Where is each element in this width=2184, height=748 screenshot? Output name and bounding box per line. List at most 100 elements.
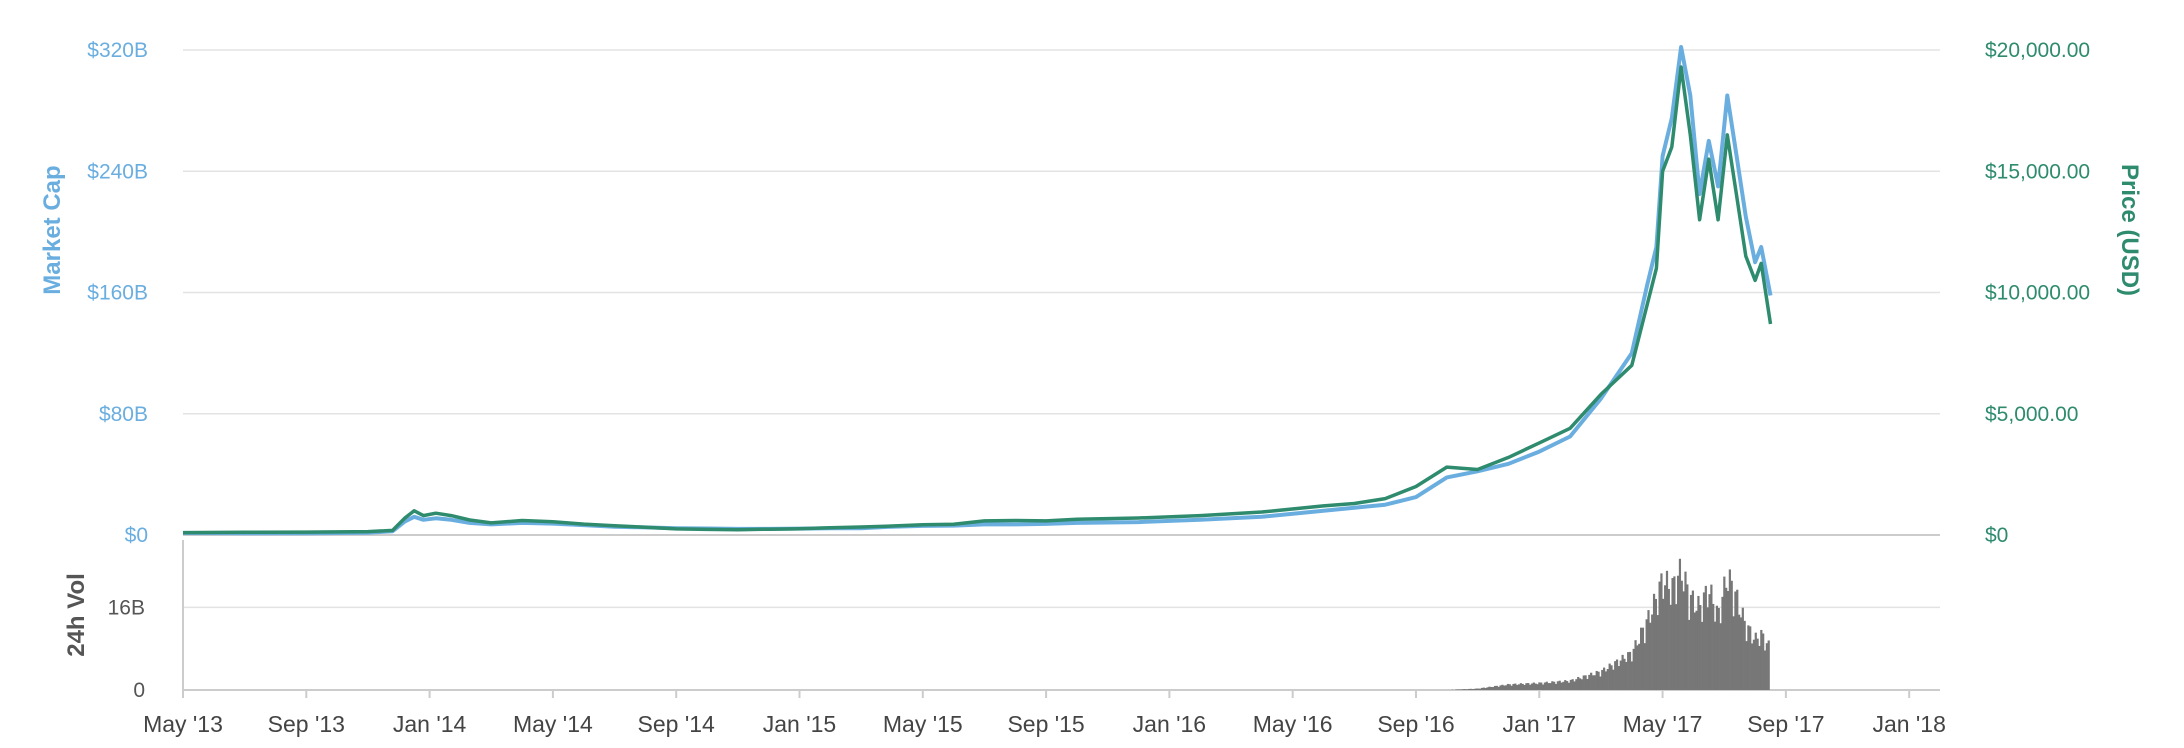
volume-bar [1627,652,1630,690]
y-left-tick-label: $80B [99,403,148,426]
volume-bar [1558,680,1561,690]
volume-bar [1517,684,1521,690]
volume-bar [1684,571,1687,690]
volume-bar [1765,643,1768,690]
volume-bar [1538,682,1541,690]
x-tick-label: Jan '15 [763,711,836,737]
volume-bar [1495,685,1498,690]
volume-bar [1503,685,1506,690]
volume-bar [1525,683,1528,690]
volume-bar [1717,607,1720,690]
volume-bar [1712,603,1715,690]
volume-bar [1510,685,1513,690]
volume-bar [1675,604,1678,690]
volume-bar [1562,681,1565,690]
volume-bar [1604,671,1608,690]
volume-bar [1756,638,1759,690]
volume-bar [1615,659,1619,690]
volume-bar [1660,573,1663,690]
volume-bar [1497,686,1500,690]
volume-bar [1523,684,1526,690]
volume-bar [1730,580,1733,690]
volume-bar [1512,683,1515,690]
volume-bar [1464,689,1467,690]
volume-bar [1671,578,1674,690]
volume-bar [1549,683,1552,690]
volume-bar [1619,660,1622,690]
volume-bar [1591,675,1595,690]
y-axis-right-title: Price (USD) [2116,164,2143,296]
volume-tick-label: 16B [108,596,145,619]
volume-bar [1689,594,1693,690]
volume-bar [1745,641,1748,690]
volume-bar [1551,681,1554,690]
volume-bar [1532,682,1535,690]
volume-bar [1584,675,1587,690]
volume-bar [1715,605,1719,690]
volume-bar [1593,675,1596,690]
y-right-tick-label: $5,000.00 [1985,403,2078,426]
price-line [182,65,1773,535]
volume-bar [1721,596,1724,690]
volume-bar [1466,689,1469,690]
volume-bar [1545,681,1548,690]
volume-bar [1529,684,1532,690]
volume-bar [1691,590,1694,690]
volume-bar [1669,604,1672,690]
volume-bar [1469,688,1473,690]
x-tick-label: May '14 [513,711,593,737]
x-tick-label: Jan '14 [393,711,467,737]
volume-bar [1710,584,1713,690]
volume-bar [1638,643,1641,690]
volume-bar [1667,588,1670,690]
volume-bar [1621,654,1624,690]
volume-bar [1728,569,1731,690]
volume-bar [1560,682,1563,690]
volume-bar [1527,683,1530,690]
volume-bar [1695,610,1698,690]
volume-bar [1697,595,1700,690]
volume-bar [1760,629,1763,690]
volume-bar [1573,681,1576,690]
volume-bar [1630,661,1633,690]
volume-bar [1701,621,1704,690]
volume-bar [1754,632,1757,690]
volume-bar [1567,682,1571,690]
volume-bar [1601,669,1604,690]
volume-bar [1654,598,1657,690]
volume-bar [1564,680,1567,690]
volume-bar [1651,614,1654,690]
volume-bar [1588,674,1591,690]
volume-bars [1451,558,1770,690]
volume-bar [1723,576,1726,690]
volume-bar [1686,584,1689,690]
volume-bar [1508,684,1511,690]
volume-bar [1763,650,1767,690]
axis-ticks: $0 $80B $160B $240B $320B $0 $5,000.00 $10,000.… [87,39,2090,737]
volume-bar [1747,625,1750,690]
volume-bar [1678,558,1682,690]
x-tick-label: Jan '17 [1503,711,1576,737]
volume-bar [1662,598,1665,690]
volume-bar [1577,676,1580,690]
volume-bar [1706,607,1709,690]
volume-bar [1749,626,1752,690]
x-tick-label: Jan '18 [1872,711,1945,737]
volume-bar [1636,645,1639,690]
volume-bar [1726,590,1730,690]
volume-bar [1610,665,1613,690]
volume-bar [1632,648,1635,690]
volume-bar [1699,605,1702,690]
volume-bar [1719,623,1722,690]
volume-bar [1702,592,1706,690]
volume-bar [1641,627,1645,690]
volume-bar [1468,688,1471,690]
volume-bar [1658,581,1661,690]
volume-bar [1534,683,1537,690]
volume-bar [1536,684,1539,690]
y-right-tick-label: $10,000.00 [1985,282,2090,305]
volume-bar [1603,667,1606,690]
volume-bar [1625,661,1628,690]
volume-bar [1578,678,1582,690]
